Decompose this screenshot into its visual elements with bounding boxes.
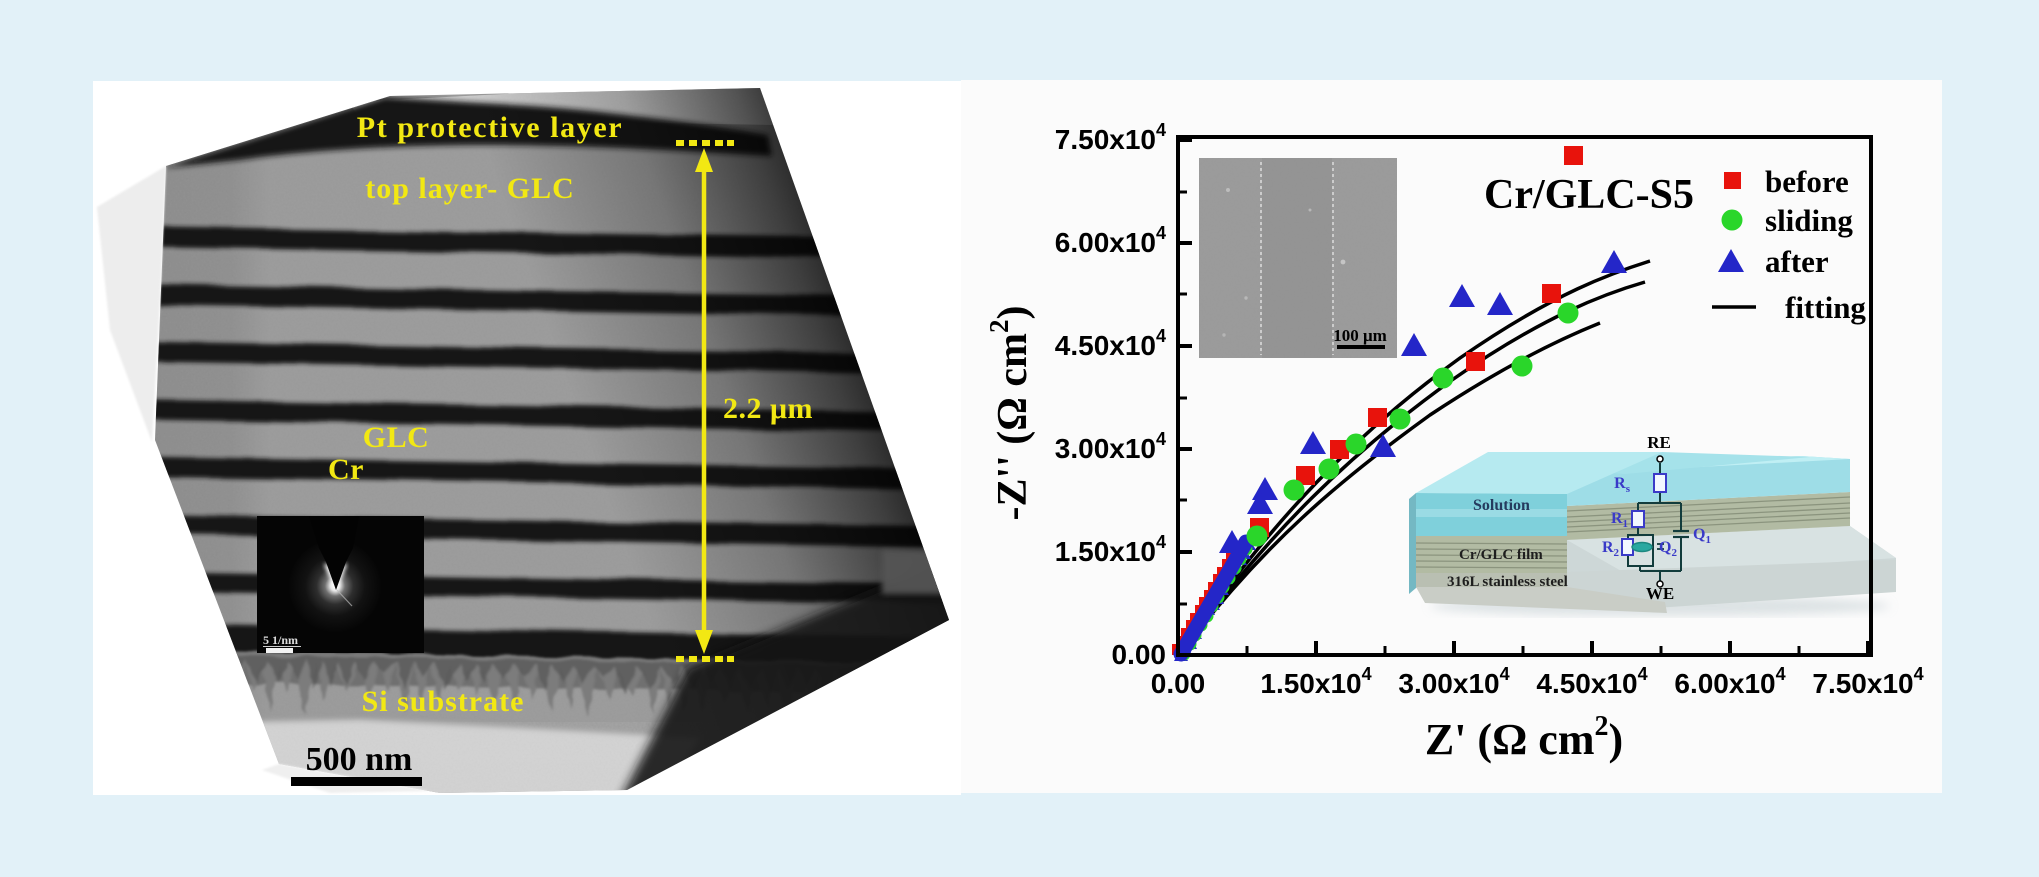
svg-text:fitting: fitting xyxy=(1785,290,1866,325)
svg-text:6.00x104: 6.00x104 xyxy=(1055,223,1166,258)
svg-text:0.00: 0.00 xyxy=(1151,668,1206,699)
svg-text:3.00x104: 3.00x104 xyxy=(1055,429,1166,464)
svg-text:4.50x104: 4.50x104 xyxy=(1055,326,1166,361)
svg-text:7.50x104: 7.50x104 xyxy=(1812,664,1923,699)
svg-text:1.50x104: 1.50x104 xyxy=(1260,664,1371,699)
svg-text:Cr: Cr xyxy=(328,453,364,486)
svg-text:sliding: sliding xyxy=(1765,203,1853,238)
svg-text:Pt protective layer: Pt protective layer xyxy=(357,111,623,144)
svg-text:0.00: 0.00 xyxy=(1112,639,1167,670)
svg-text:3.00x104: 3.00x104 xyxy=(1398,664,1509,699)
svg-text:100 μm: 100 μm xyxy=(1333,326,1387,345)
svg-text:before: before xyxy=(1765,164,1849,199)
svg-text:Si substrate: Si substrate xyxy=(362,685,525,718)
svg-text:2.2 μm: 2.2 μm xyxy=(723,392,813,425)
svg-text:Solution: Solution xyxy=(1473,497,1530,514)
svg-text:1.50x104: 1.50x104 xyxy=(1055,532,1166,567)
svg-text:-Z'' (Ω cm2): -Z'' (Ω cm2) xyxy=(984,305,1036,520)
svg-text:316L stainless steel: 316L stainless steel xyxy=(1447,574,1568,590)
svg-text:top layer- GLC: top layer- GLC xyxy=(365,172,575,205)
svg-text:GLC: GLC xyxy=(363,421,430,454)
svg-text:4.50x104: 4.50x104 xyxy=(1536,664,1647,699)
svg-text:Z' (Ω cm2): Z' (Ω cm2) xyxy=(1425,711,1623,764)
svg-text:Cr/GLC film: Cr/GLC film xyxy=(1459,547,1543,563)
svg-text:6.00x104: 6.00x104 xyxy=(1674,664,1785,699)
svg-text:after: after xyxy=(1765,244,1829,279)
svg-text:5 1/nm: 5 1/nm xyxy=(263,633,298,647)
svg-text:7.50x104: 7.50x104 xyxy=(1055,120,1166,155)
svg-text:500 nm: 500 nm xyxy=(306,741,413,778)
svg-text:RE: RE xyxy=(1647,433,1671,452)
svg-text:WE: WE xyxy=(1646,584,1674,603)
svg-text:Cr/GLC-S5: Cr/GLC-S5 xyxy=(1484,172,1694,218)
